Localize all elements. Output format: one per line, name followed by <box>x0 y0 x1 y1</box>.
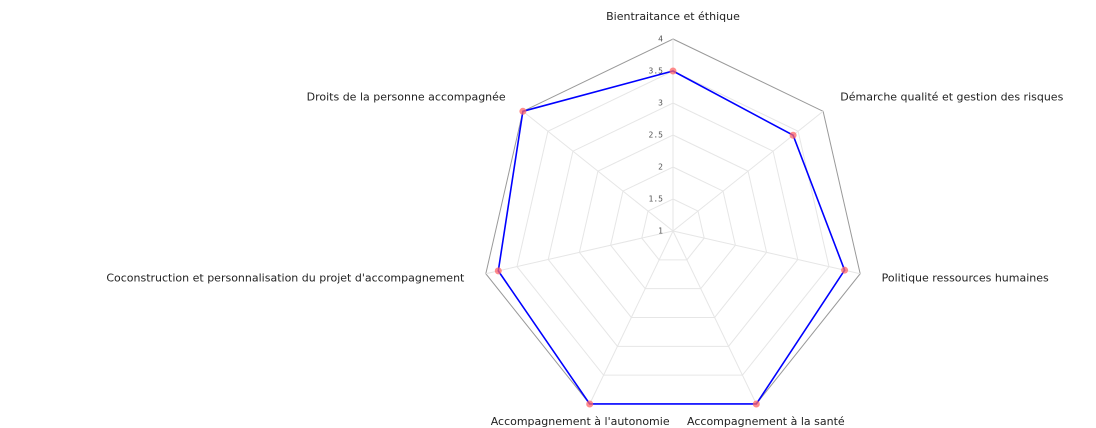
r-tick-label: 2 <box>658 163 663 172</box>
grid-ring <box>516 70 830 376</box>
marker <box>494 267 502 275</box>
category-label: Démarche qualité et gestion des risques <box>840 91 1063 104</box>
marker <box>519 107 527 115</box>
spoke <box>672 230 757 405</box>
category-label: Coconstruction et personnalisation du pr… <box>106 272 465 285</box>
grid-ring <box>547 102 799 347</box>
r-tick-label: 3.5 <box>649 67 664 76</box>
grid-ring <box>641 198 705 261</box>
spoke <box>672 110 824 232</box>
grid-ring <box>578 134 768 318</box>
r-tick-label: 3 <box>658 99 663 108</box>
marker <box>586 400 594 408</box>
marker <box>841 266 849 274</box>
category-label: Accompagnement à la santé <box>687 415 845 428</box>
series-line <box>497 70 846 405</box>
marker <box>669 67 677 75</box>
spoke <box>672 230 861 275</box>
category-label: Droits de la personne accompagnée <box>307 91 506 104</box>
category-label: Bientraitance et éthique <box>606 10 740 23</box>
spoke <box>589 230 674 405</box>
r-tick-label: 2.5 <box>649 131 664 140</box>
spoke <box>522 110 674 232</box>
grid-ring <box>610 166 736 290</box>
category-label: Accompagnement à l'autonomie <box>491 415 670 428</box>
r-tick-label: 1 <box>658 227 663 236</box>
category-label: Politique ressources humaines <box>882 272 1049 285</box>
marker <box>752 400 760 408</box>
marker <box>789 131 797 139</box>
spoke <box>485 230 674 275</box>
r-tick-label: 4 <box>658 35 663 44</box>
r-tick-label: 1.5 <box>649 195 664 204</box>
